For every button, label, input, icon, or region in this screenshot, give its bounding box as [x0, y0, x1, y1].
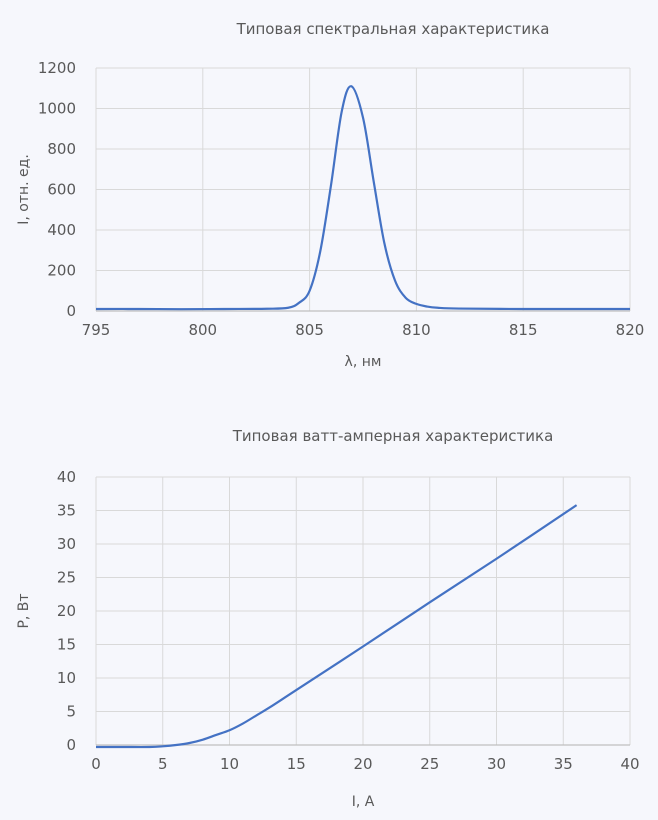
- data-series-line: [95, 85, 630, 311]
- x-tick-label: 20: [353, 755, 372, 773]
- y-tick-label: 40: [57, 468, 76, 486]
- x-axis-label: I, А: [352, 794, 375, 810]
- y-tick-label: 0: [66, 736, 76, 754]
- y-tick-label: 0: [66, 302, 76, 320]
- y-tick-label: 600: [47, 181, 76, 199]
- x-tick-label: 35: [554, 755, 573, 773]
- y-tick-label: 20: [57, 602, 76, 620]
- chart-title: Типовая ватт-амперная характеристика: [232, 427, 554, 445]
- x-tick-label: 815: [509, 321, 538, 339]
- x-tick-label: 800: [188, 321, 217, 339]
- x-tick-label: 810: [402, 321, 431, 339]
- y-tick-label: 200: [47, 262, 76, 280]
- spectral-chart: Типовая спектральная характеристика 0 200 4…: [16, 20, 645, 370]
- x-tick-label: 15: [287, 755, 306, 773]
- power-current-chart: Типовая ватт-амперная характеристика 0 5 10…: [16, 427, 640, 810]
- y-tick-label: 1200: [38, 59, 76, 77]
- y-tick-label: 800: [47, 140, 76, 158]
- y-tick-label: 400: [47, 221, 76, 239]
- x-tick-label: 25: [420, 755, 439, 773]
- x-axis-label: λ, нм: [345, 354, 382, 370]
- data-series-line: [95, 504, 578, 749]
- chart-title: Типовая спектральная характеристика: [236, 20, 550, 38]
- y-tick-label: 35: [57, 502, 76, 520]
- x-tick-label: 805: [295, 321, 324, 339]
- y-tick-label: 1000: [38, 100, 76, 118]
- y-tick-label: 25: [57, 569, 76, 587]
- x-tick-label: 10: [220, 755, 239, 773]
- y-tick-label: 30: [57, 535, 76, 553]
- x-tick-label: 30: [487, 755, 506, 773]
- y-axis-label: P, Вт: [16, 593, 32, 628]
- x-tick-label: 820: [616, 321, 645, 339]
- y-tick-label: 10: [57, 669, 76, 687]
- x-tick-label: 40: [620, 755, 639, 773]
- y-tick-label: 15: [57, 636, 76, 654]
- y-axis-label: I, отн. ед.: [16, 154, 32, 225]
- x-tick-label: 795: [82, 321, 111, 339]
- y-tick-label: 5: [66, 703, 76, 721]
- x-tick-label: 0: [91, 755, 101, 773]
- x-tick-label: 5: [158, 755, 168, 773]
